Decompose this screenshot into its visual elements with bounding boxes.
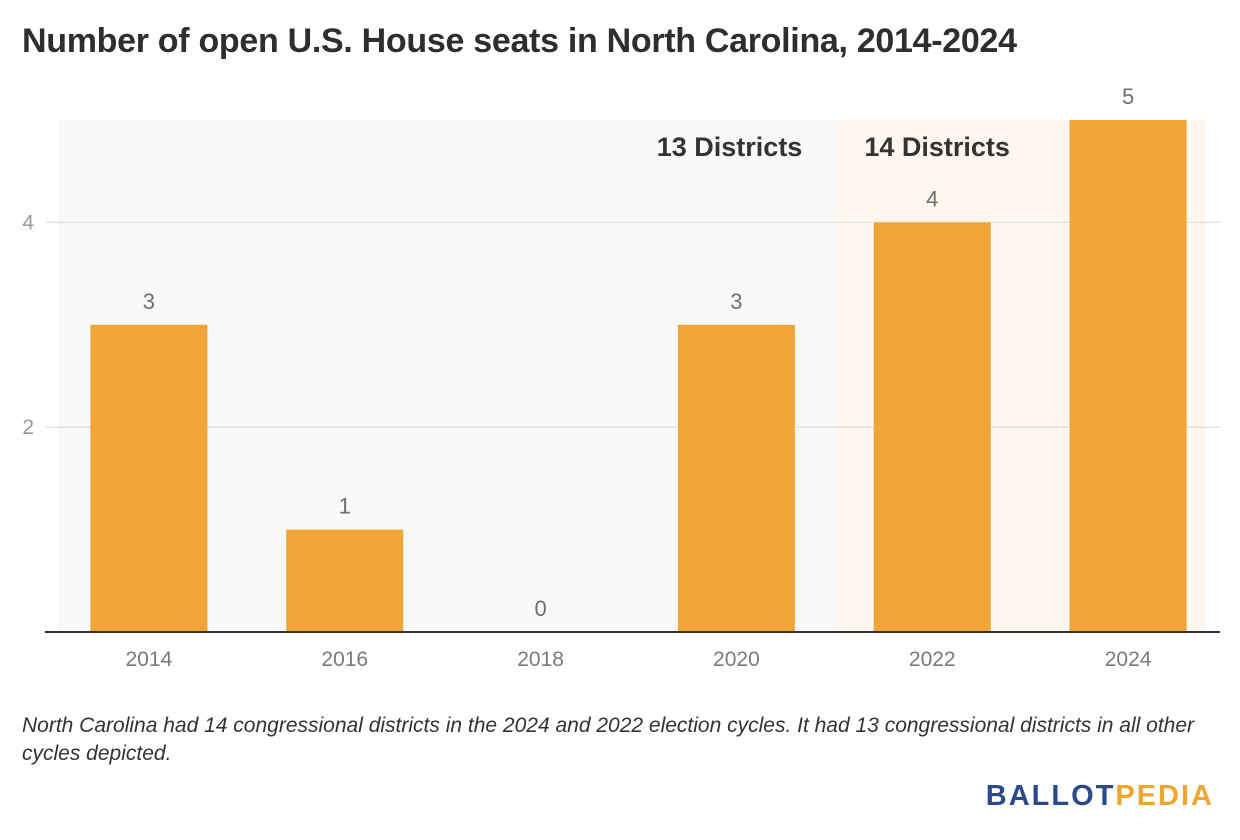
logo-part-pedia: PEDIA xyxy=(1115,780,1214,812)
data-label: 4 xyxy=(926,186,938,211)
ballotpedia-logo: BALLOTPEDIA xyxy=(986,780,1214,813)
x-tick-label: 2024 xyxy=(1105,648,1152,671)
x-tick-label: 2020 xyxy=(713,648,760,671)
chart-title: Number of open U.S. House seats in North… xyxy=(22,22,1017,60)
x-tick-label: 2018 xyxy=(517,648,564,671)
bar xyxy=(1069,120,1187,632)
x-tick-label: 2014 xyxy=(126,648,173,671)
data-label: 0 xyxy=(534,596,546,621)
logo-part-ballot: BALLOT xyxy=(985,780,1116,812)
bar xyxy=(90,324,208,632)
x-tick-label: 2022 xyxy=(909,648,956,671)
x-tick-label: 2016 xyxy=(321,648,368,671)
annotation-14-districts: 14 Districts xyxy=(864,132,1010,162)
bar xyxy=(873,222,991,632)
data-label: 5 xyxy=(1122,84,1134,109)
bar xyxy=(286,529,404,632)
data-label: 3 xyxy=(143,289,155,314)
y-tick-label: 2 xyxy=(22,416,34,439)
y-tick-label: 4 xyxy=(22,211,34,234)
annotation-13-districts: 13 Districts xyxy=(657,132,803,162)
footnote: North Carolina had 14 congressional dist… xyxy=(22,714,1195,765)
bar-chart: 2 4 3 2014 1 2016 0 2018 3 2020 4 2022 5 2024 13 Distr… xyxy=(22,84,1220,671)
data-label: 3 xyxy=(730,289,742,314)
data-label: 1 xyxy=(339,494,351,519)
bar xyxy=(677,324,795,632)
